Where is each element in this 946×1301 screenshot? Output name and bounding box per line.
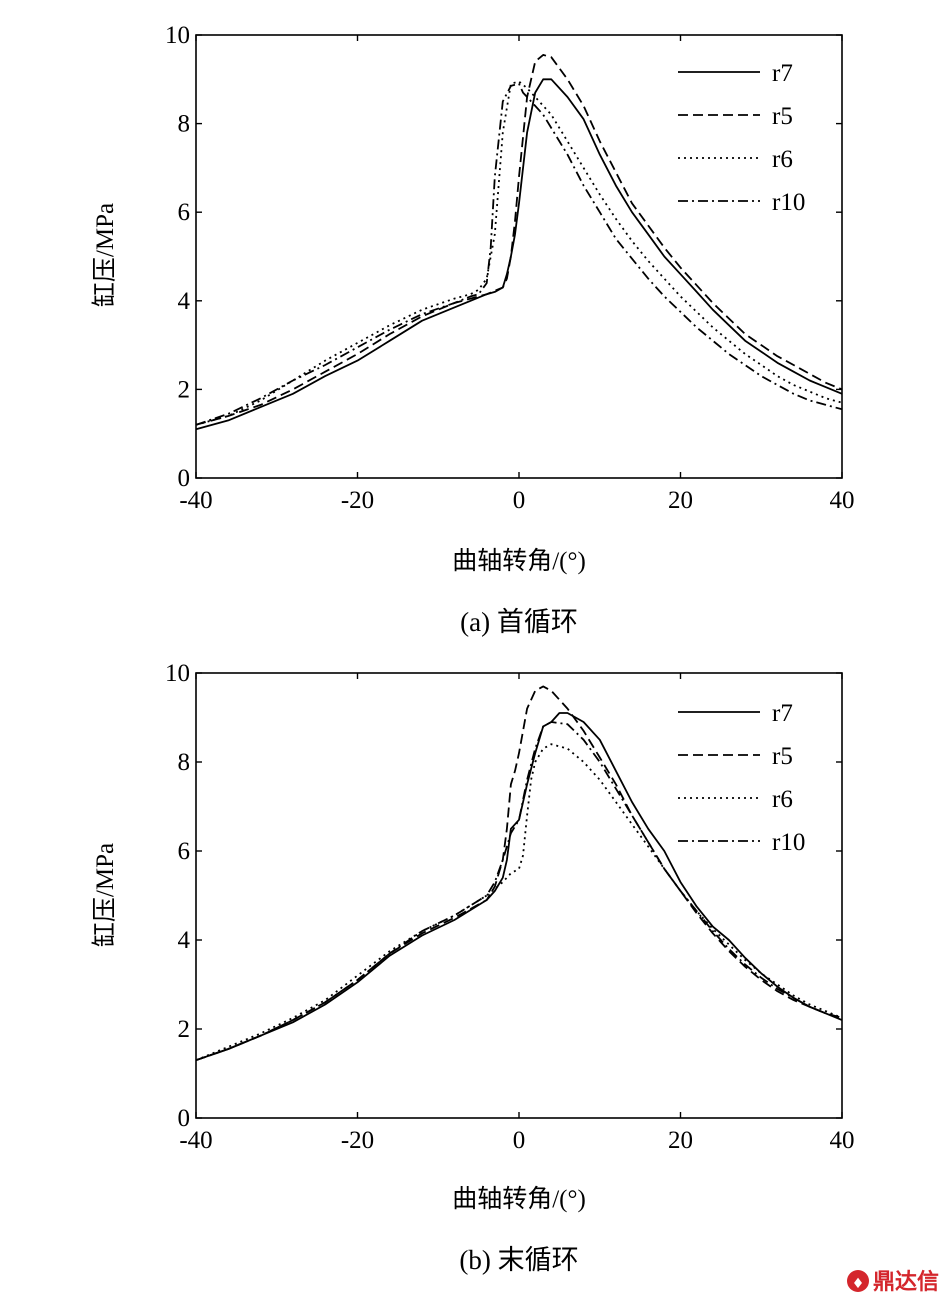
y-tick-label: 0 bbox=[178, 1105, 191, 1132]
series-line-r7 bbox=[195, 78, 843, 431]
x-axis-label: 曲轴转角/(°) bbox=[452, 1185, 586, 1213]
logo-icon-glyph: ♦ bbox=[852, 1276, 865, 1292]
logo-icon bbox=[847, 1270, 869, 1292]
y-tick-label: 8 bbox=[178, 111, 191, 138]
x-axis-label: 曲轴转角/(°) bbox=[452, 547, 586, 575]
legend-label-r6: r6 bbox=[772, 786, 793, 813]
plot-frame bbox=[195, 34, 843, 479]
legend-label-r7: r7 bbox=[772, 700, 793, 727]
chart-caption: (b) 末循环 bbox=[459, 1245, 578, 1275]
chart-panel-first-cycle: 缸压/MPa 曲轴转角/(°) (a) 首循环 -40 -20 0 20 40 0 2 4 6 8… bbox=[91, 22, 855, 637]
y-axis-label: 缸压/MPa bbox=[91, 203, 119, 307]
chart-caption: (a) 首循环 bbox=[460, 607, 578, 637]
series-line-r5 bbox=[195, 685, 843, 1062]
x-tick-label: 40 bbox=[830, 1127, 855, 1154]
y-tick-label: 4 bbox=[178, 288, 191, 315]
watermark: ♦ 鼎达信 bbox=[847, 1269, 939, 1295]
series-line-r6 bbox=[195, 743, 843, 1062]
y-tick-label: 6 bbox=[178, 838, 191, 865]
y-tick-label: 10 bbox=[165, 22, 190, 49]
y-tick-label: 8 bbox=[178, 749, 191, 776]
y-tick-label: 0 bbox=[178, 465, 191, 492]
legend-label-r6: r6 bbox=[772, 146, 793, 173]
chart-panel-last-cycle: 缸压/MPa 曲轴转角/(°) (b) 末循环 -40 -20 0 20 40 0 2 4 6 8… bbox=[91, 660, 855, 1275]
x-tick-label: -20 bbox=[341, 1127, 374, 1154]
y-tick-label: 2 bbox=[178, 1016, 191, 1043]
series-line-r5 bbox=[195, 54, 843, 426]
y-tick-label: 6 bbox=[178, 199, 191, 226]
plot-frame bbox=[195, 672, 843, 1119]
y-axis-label: 缸压/MPa bbox=[91, 843, 119, 947]
series-line-r10 bbox=[195, 82, 843, 426]
x-tick-label: -40 bbox=[179, 1127, 212, 1154]
x-tick-label: -40 bbox=[179, 487, 212, 514]
x-tick-label: 20 bbox=[668, 487, 693, 514]
x-tick-label: 0 bbox=[513, 487, 526, 514]
legend-label-r10: r10 bbox=[772, 189, 805, 216]
series-line-r7 bbox=[195, 712, 843, 1062]
watermark-text: 鼎达信 bbox=[873, 1269, 939, 1295]
x-tick-label: 20 bbox=[668, 1127, 693, 1154]
legend-label-r10: r10 bbox=[772, 829, 805, 856]
y-tick-label: 2 bbox=[178, 376, 191, 403]
x-tick-label: 40 bbox=[830, 487, 855, 514]
y-tick-label: 4 bbox=[178, 927, 191, 954]
legend-label-r5: r5 bbox=[772, 103, 793, 130]
series-line-r10 bbox=[195, 721, 843, 1062]
y-tick-label: 10 bbox=[165, 660, 190, 687]
x-tick-label: 0 bbox=[513, 1127, 526, 1154]
series-line-r6 bbox=[195, 80, 843, 426]
legend-label-r5: r5 bbox=[772, 743, 793, 770]
x-tick-label: -20 bbox=[341, 487, 374, 514]
legend-label-r7: r7 bbox=[772, 60, 793, 87]
